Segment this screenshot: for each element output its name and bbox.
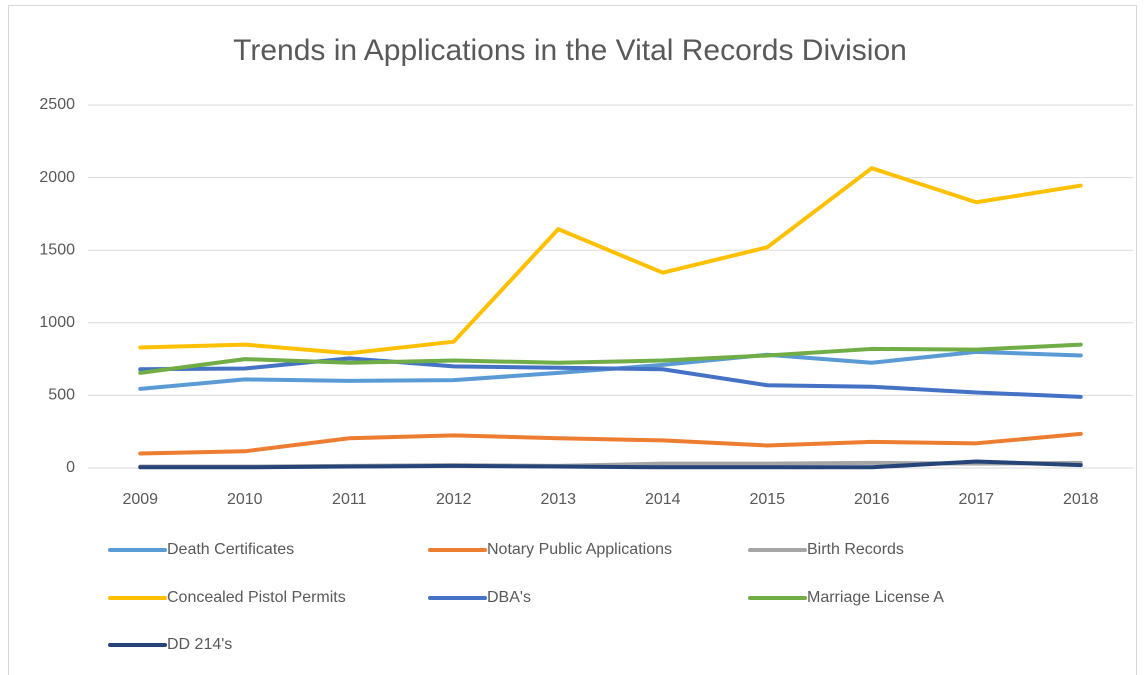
x-tick-label: 2015 <box>749 491 785 508</box>
y-tick-label: 500 <box>48 387 75 404</box>
data-line <box>138 431 1083 456</box>
data-line <box>138 342 1083 375</box>
legend-label: DBA's <box>487 589 531 606</box>
x-tick-label: 2014 <box>645 491 681 508</box>
x-tick-label: 2009 <box>122 491 158 508</box>
chart-border <box>8 5 1137 675</box>
legend-label: Marriage License A <box>807 589 944 606</box>
chart-title: Trends in Applications in the Vital Reco… <box>233 34 907 67</box>
x-tick-label: 2012 <box>436 491 472 508</box>
x-tick-label: 2010 <box>227 491 263 508</box>
x-tick-label: 2018 <box>1063 491 1099 508</box>
x-tick-label: 2017 <box>958 491 994 508</box>
x-tick-label: 2013 <box>540 491 576 508</box>
y-tick-label: 2500 <box>39 96 75 113</box>
legend-label: DD 214's <box>167 636 232 653</box>
legend-label: Concealed Pistol Permits <box>167 589 346 606</box>
data-line <box>138 356 1083 399</box>
x-tick-label: 2016 <box>854 491 890 508</box>
data-line <box>138 459 1083 470</box>
x-tick-label: 2011 <box>332 491 367 508</box>
y-tick-label: 1000 <box>39 314 75 331</box>
legend-label: Notary Public Applications <box>487 541 672 558</box>
legend-label: Death Certificates <box>167 541 294 558</box>
y-tick-label: 0 <box>66 459 75 476</box>
y-tick-label: 1500 <box>39 241 75 258</box>
data-line <box>138 166 1083 356</box>
legend-label: Birth Records <box>807 541 904 558</box>
y-tick-label: 2000 <box>39 169 75 186</box>
